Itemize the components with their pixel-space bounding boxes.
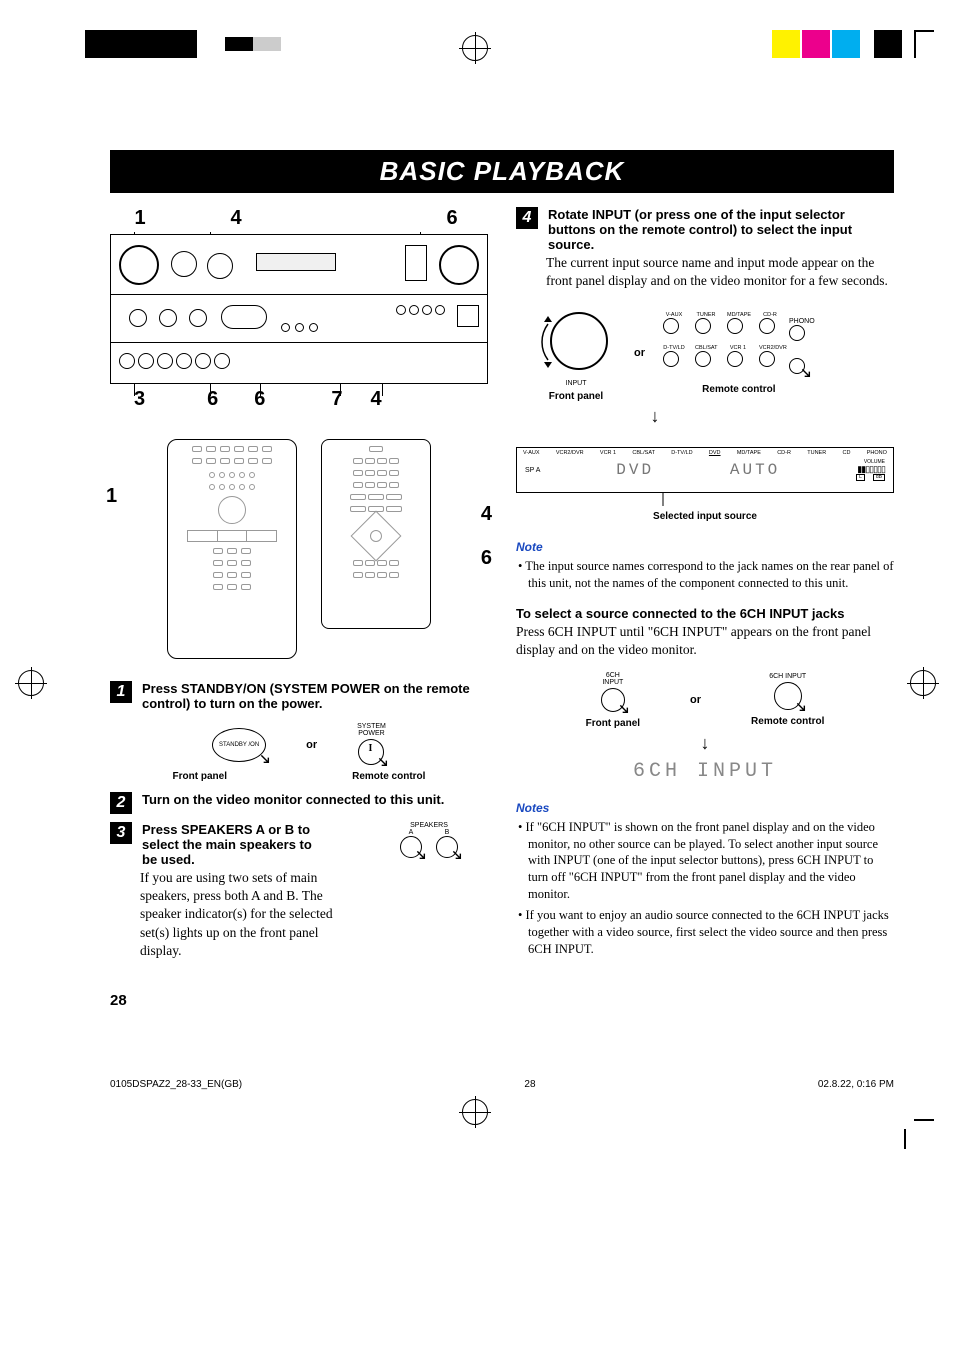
note-body: The input source names correspond to the… bbox=[516, 558, 894, 592]
speaker-a-label: A bbox=[400, 829, 422, 836]
sp-indicator: SP A bbox=[525, 467, 540, 474]
speaker-b-button bbox=[436, 836, 458, 858]
step-heading: Press STANDBY/ON (SYSTEM POWER on the re… bbox=[142, 681, 486, 711]
callout: 6 bbox=[442, 207, 462, 230]
press-arrow-icon bbox=[618, 703, 632, 717]
step-heading: Rotate INPUT (or press one of the input … bbox=[548, 207, 892, 252]
step-1: 1 Press STANDBY/ON (SYSTEM POWER on the … bbox=[110, 681, 488, 782]
input-dial-illustration bbox=[536, 304, 616, 384]
step-number: 1 bbox=[110, 681, 132, 703]
step-heading: Turn on the video monitor connected to t… bbox=[142, 792, 486, 807]
step-number: 4 bbox=[516, 207, 538, 229]
speakers-illustration: SPEAKERS A B bbox=[400, 822, 458, 858]
callout: 4 bbox=[371, 388, 382, 411]
callout: 3 bbox=[134, 388, 145, 411]
standby-label: STANDBY /ON bbox=[219, 742, 259, 748]
callout: 6 bbox=[481, 547, 492, 570]
step-body: If you are using two sets of main speake… bbox=[140, 869, 350, 960]
front-panel-caption: Front panel bbox=[173, 771, 227, 782]
crosshair-bottom bbox=[462, 1099, 488, 1125]
standby-button-illustration: STANDBY /ON bbox=[212, 728, 266, 762]
notes-heading: Notes bbox=[516, 801, 894, 815]
selector-grid-illustration: V-AUX TUNER MD/TAPE CD-R PHONO bbox=[663, 312, 815, 395]
front-panel-caption: Front panel bbox=[536, 391, 616, 402]
note-item: If "6CH INPUT" is shown on the front pan… bbox=[516, 819, 894, 903]
sixch-illustration: 6CHINPUT Front panel or 6CH INPUT Remote… bbox=[516, 672, 894, 729]
press-arrow-icon bbox=[800, 367, 814, 381]
sixch-button-label: 6CH INPUT bbox=[751, 673, 824, 680]
remote-right-illustration bbox=[321, 439, 431, 629]
system-power-button-illustration: I bbox=[358, 739, 384, 765]
lcd-display-illustration: V-AUX VCR2/DVR VCR 1 CBL/SAT D-TV/LD DVD… bbox=[516, 447, 894, 493]
footer-filename: 0105DSPAZ2_28-33_EN(GB) bbox=[110, 1079, 242, 1090]
step-body: The current input source name and input … bbox=[546, 254, 894, 290]
page-title: BASIC PLAYBACK bbox=[110, 150, 894, 193]
step-number: 3 bbox=[110, 822, 132, 844]
sixch-body: Press 6CH INPUT until "6CH INPUT" appear… bbox=[516, 623, 894, 659]
remote-caption: Remote control bbox=[352, 771, 425, 782]
or-label: or bbox=[634, 347, 645, 359]
down-arrow-icon: ↓ bbox=[516, 733, 894, 754]
callout: 4 bbox=[226, 207, 246, 230]
press-arrow-icon bbox=[451, 849, 465, 863]
speakers-label: SPEAKERS bbox=[400, 822, 458, 829]
remote-caption: Remote control bbox=[663, 384, 815, 395]
remote-diagrams: 1 7 4 6 bbox=[110, 439, 488, 659]
press-arrow-icon bbox=[377, 756, 391, 770]
callout: 1 bbox=[130, 207, 150, 230]
remote-left-illustration bbox=[167, 439, 297, 659]
note-heading: Note bbox=[516, 540, 894, 554]
step-3: 3 Press SPEAKERS A or B to select the ma… bbox=[110, 822, 488, 960]
lcd-mode: AUTO bbox=[730, 461, 780, 479]
lcd-source: DVD bbox=[616, 461, 654, 479]
callout: 1 bbox=[106, 485, 117, 508]
sixch-display-text: 6CH INPUT bbox=[516, 760, 894, 783]
step-number: 2 bbox=[110, 792, 132, 814]
sixch-button-remote bbox=[774, 682, 802, 710]
step-4: 4 Rotate INPUT (or press one of the inpu… bbox=[516, 207, 894, 522]
footer-page: 28 bbox=[524, 1079, 535, 1090]
right-column: 4 Rotate INPUT (or press one of the inpu… bbox=[516, 207, 894, 962]
note-item: If you want to enjoy an audio source con… bbox=[516, 907, 894, 958]
or-label: or bbox=[306, 739, 317, 751]
remote-caption: Remote control bbox=[751, 716, 824, 727]
volume-meter: VOLUME ▮▮▯▯▯▯▯ LdB bbox=[856, 460, 885, 481]
press-arrow-icon bbox=[795, 701, 809, 715]
press-arrow-icon bbox=[259, 753, 273, 767]
front-panel-diagram: 1 4 6 bbox=[110, 207, 488, 411]
footer: 0105DSPAZ2_28-33_EN(GB) 28 02.8.22, 0:16… bbox=[0, 1079, 954, 1149]
callout: 6 bbox=[207, 388, 218, 411]
page-number: 28 bbox=[110, 992, 894, 1009]
lcd-caption: Selected input source bbox=[516, 511, 894, 522]
front-panel-caption: Front panel bbox=[586, 718, 640, 729]
callout: 4 bbox=[481, 503, 492, 526]
power-label: POWER bbox=[357, 730, 386, 737]
left-column: 1 4 6 bbox=[110, 207, 488, 962]
step-heading: Press SPEAKERS A or B to select the main… bbox=[142, 822, 322, 867]
step-2: 2 Turn on the video monitor connected to… bbox=[110, 792, 488, 814]
system-label: SYSTEM bbox=[357, 723, 386, 730]
sixch-button-front bbox=[601, 688, 625, 712]
sixch-heading: To select a source connected to the 6CH … bbox=[516, 606, 894, 621]
speaker-b-label: B bbox=[436, 829, 458, 836]
footer-timestamp: 02.8.22, 0:16 PM bbox=[818, 1079, 894, 1090]
speaker-a-button bbox=[400, 836, 422, 858]
or-label: or bbox=[690, 694, 701, 706]
press-arrow-icon bbox=[415, 849, 429, 863]
